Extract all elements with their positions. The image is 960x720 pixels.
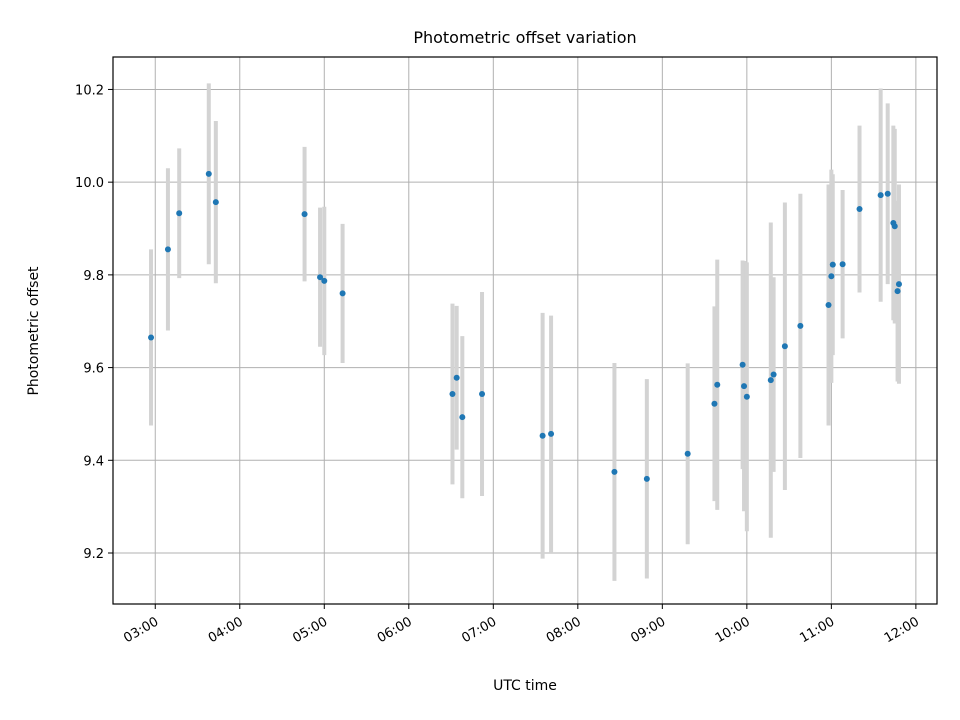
- data-point: [212, 199, 219, 206]
- y-axis-ticks: 9.2 9.4 9.6 9.8 10.0 10.2: [75, 83, 113, 562]
- data-point: [684, 450, 691, 457]
- data-point: [205, 170, 212, 177]
- data-point: [797, 322, 804, 329]
- y-tick-label: 9.6: [83, 362, 104, 377]
- data-point: [877, 192, 884, 199]
- data-point: [770, 371, 777, 378]
- data-point: [611, 468, 618, 475]
- data-point: [894, 288, 901, 295]
- plot-area-frame: [112, 56, 938, 605]
- data-point: [825, 302, 832, 309]
- data-point: [829, 261, 836, 268]
- data-point: [459, 414, 466, 421]
- data-point: [711, 400, 718, 407]
- data-point: [643, 475, 650, 482]
- x-axis-label: UTC time: [493, 678, 557, 694]
- data-point: [449, 391, 456, 398]
- data-point: [828, 273, 835, 280]
- data-point: [339, 290, 346, 297]
- data-point: [884, 190, 891, 197]
- data-point: [453, 374, 460, 381]
- data-point: [176, 210, 183, 217]
- y-tick-label: 9.4: [83, 454, 104, 469]
- data-point: [539, 432, 546, 439]
- data-point: [164, 246, 171, 253]
- y-axis-label: Photometric offset: [26, 266, 42, 396]
- y-tick-label: 10.0: [75, 176, 104, 191]
- y-tick-label: 10.2: [75, 83, 104, 98]
- data-point: [856, 206, 863, 213]
- data-point: [895, 281, 902, 288]
- y-tick-label: 9.8: [83, 269, 104, 284]
- data-point: [741, 383, 748, 390]
- data-point: [479, 391, 486, 398]
- data-point: [714, 381, 721, 388]
- data-point: [839, 261, 846, 268]
- data-point: [548, 430, 555, 437]
- data-point: [739, 361, 746, 368]
- data-point: [767, 377, 774, 384]
- point-layer: [148, 170, 902, 482]
- chart-title: Photometric offset variation: [413, 28, 636, 47]
- data-point: [321, 277, 328, 284]
- data-point: [891, 223, 898, 230]
- data-point: [781, 343, 788, 350]
- data-point: [148, 334, 155, 341]
- data-point: [743, 393, 750, 400]
- y-tick-label: 9.2: [83, 547, 104, 562]
- data-point: [317, 274, 324, 281]
- data-point: [301, 211, 308, 218]
